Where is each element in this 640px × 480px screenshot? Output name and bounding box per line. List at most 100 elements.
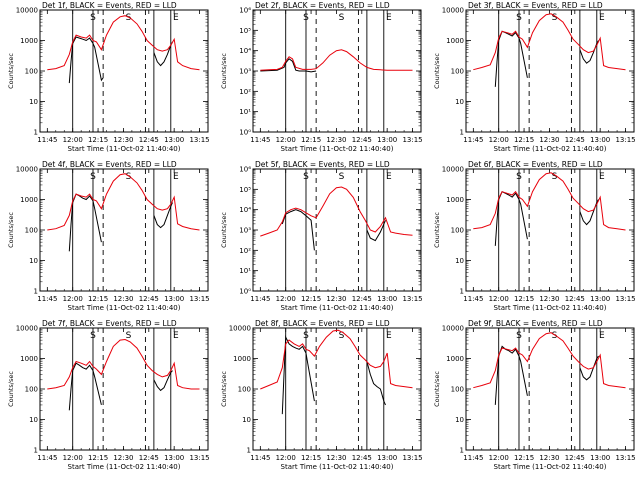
flag-label: S xyxy=(552,13,558,23)
flag-label: S xyxy=(90,172,96,182)
x-axis-label: Start Time (11-Oct-02 11:40:40) xyxy=(281,145,394,153)
series-events-line xyxy=(68,193,102,252)
series-lld-line xyxy=(47,15,200,71)
y-tick-label: 10⁵ xyxy=(239,186,251,194)
panel-det-3: Det 3f, BLACK = Events, RED = LLD 11:45 12… xyxy=(433,1,636,153)
x-axis-label: Start Time (11-Oct-02 11:40:40) xyxy=(494,463,607,471)
series-events-line xyxy=(579,40,599,64)
y-tick-label: 10000 xyxy=(16,7,38,15)
y-tick-label: 1000 xyxy=(446,196,464,204)
x-tick-label: 13:00 xyxy=(590,136,610,144)
series-lld-line xyxy=(260,329,413,390)
flag-label: E xyxy=(386,13,392,23)
panel-title: Det 4f, BLACK = Events, RED = LLD xyxy=(42,160,177,169)
y-axis-label: Counts/sec xyxy=(220,371,228,407)
x-tick-label: 11:45 xyxy=(250,454,270,462)
x-tick-label: 11:45 xyxy=(463,136,483,144)
y-tick-label: 10 xyxy=(242,416,251,424)
y-tick-label: 10000 xyxy=(16,325,38,333)
y-axis-label: Counts/sec xyxy=(433,371,441,407)
panel-title: Det 1f, BLACK = Events, RED = LLD xyxy=(42,1,177,10)
x-axis-label: Start Time (11-Oct-02 11:40:40) xyxy=(281,463,394,471)
flag-label: E xyxy=(386,331,392,341)
y-tick-label: 100 xyxy=(451,386,464,394)
x-tick-label: 12:15 xyxy=(88,295,108,303)
x-tick-label: 12:30 xyxy=(539,454,559,462)
x-tick-label: 12:00 xyxy=(63,295,83,303)
x-tick-label: 12:00 xyxy=(276,454,296,462)
panel-title: Det 9f, BLACK = Events, RED = LLD xyxy=(468,319,603,328)
y-tick-label: 100 xyxy=(25,386,38,394)
x-tick-label: 11:45 xyxy=(37,454,57,462)
x-tick-label: 12:30 xyxy=(326,295,346,303)
y-tick-label: 100 xyxy=(451,227,464,235)
panel-det-1: Det 1f, BLACK = Events, RED = LLD 11:45 12… xyxy=(7,1,210,153)
x-tick-label: 11:45 xyxy=(37,136,57,144)
series-events-line xyxy=(366,220,386,242)
y-axis-label: Counts/sec xyxy=(433,212,441,248)
y-tick-label: 1000 xyxy=(20,196,38,204)
flag-label: S xyxy=(516,331,522,341)
x-tick-label: 12:00 xyxy=(276,295,296,303)
panel-title: Det 3f, BLACK = Events, RED = LLD xyxy=(468,1,603,10)
flag-label: E xyxy=(599,13,605,23)
y-tick-label: 10 xyxy=(29,257,38,265)
series-events-line xyxy=(494,191,528,246)
flag-label: E xyxy=(173,172,179,182)
x-tick-label: 12:00 xyxy=(489,295,509,303)
flag-label: S xyxy=(126,13,132,23)
y-tick-label: 10⁴ xyxy=(239,206,251,214)
x-tick-label: 12:15 xyxy=(88,136,108,144)
x-tick-label: 12:30 xyxy=(113,136,133,144)
x-tick-label: 11:45 xyxy=(463,295,483,303)
y-tick-label: 1000 xyxy=(446,355,464,363)
flag-label: S xyxy=(126,331,132,341)
x-tick-label: 12:15 xyxy=(514,136,534,144)
flag-label: E xyxy=(173,13,179,23)
x-axis-label: Start Time (11-Oct-02 11:40:40) xyxy=(68,304,181,312)
y-tick-label: 1 xyxy=(34,288,38,296)
x-tick-label: 12:15 xyxy=(301,136,321,144)
series-lld-line xyxy=(47,338,200,390)
x-axis-label: Start Time (11-Oct-02 11:40:40) xyxy=(68,463,181,471)
y-tick-label: 10 xyxy=(455,257,464,265)
x-tick-label: 13:00 xyxy=(164,136,184,144)
panel-det-9: Det 9f, BLACK = Events, RED = LLD 11:45 12… xyxy=(433,319,636,471)
x-tick-label: 12:45 xyxy=(565,454,585,462)
x-tick-label: 13:15 xyxy=(189,454,209,462)
y-tick-label: 10⁶ xyxy=(239,166,251,174)
y-tick-label: 10⁰ xyxy=(239,288,251,296)
y-tick-label: 1 xyxy=(247,447,251,455)
x-tick-label: 12:15 xyxy=(514,295,534,303)
y-tick-label: 1 xyxy=(34,447,38,455)
panel-det-6: Det 6f, BLACK = Events, RED = LLD 11:45 12… xyxy=(433,160,636,312)
panel-det-7: Det 7f, BLACK = Events, RED = LLD 11:45 12… xyxy=(7,319,210,471)
x-tick-label: 13:00 xyxy=(377,454,397,462)
series-events-line xyxy=(494,345,528,405)
y-tick-label: 1000 xyxy=(233,355,251,363)
panel-title: Det 8f, BLACK = Events, RED = LLD xyxy=(255,319,390,328)
x-tick-label: 13:00 xyxy=(164,454,184,462)
y-tick-label: 100 xyxy=(25,68,38,76)
panel-det-5: Det 5f, BLACK = Events, RED = LLD 11:45 12… xyxy=(220,160,423,312)
y-tick-label: 10 xyxy=(455,416,464,424)
flag-label: E xyxy=(599,172,605,182)
x-tick-label: 12:30 xyxy=(113,295,133,303)
series-events-line xyxy=(494,30,528,87)
y-tick-label: 1 xyxy=(34,129,38,137)
x-tick-label: 13:00 xyxy=(377,136,397,144)
x-axis-label: Start Time (11-Oct-02 11:40:40) xyxy=(494,145,607,153)
y-tick-label: 10000 xyxy=(442,7,464,15)
x-tick-label: 13:00 xyxy=(164,295,184,303)
flag-label: S xyxy=(303,13,309,23)
x-tick-label: 12:00 xyxy=(63,454,83,462)
y-tick-label: 100 xyxy=(25,227,38,235)
flag-label: S xyxy=(339,172,345,182)
x-tick-label: 11:45 xyxy=(463,454,483,462)
x-tick-label: 13:00 xyxy=(377,295,397,303)
flag-label: S xyxy=(303,331,309,341)
y-axis-label: Counts/sec xyxy=(7,53,15,89)
y-tick-label: 1000 xyxy=(446,37,464,45)
y-axis-label: Counts/sec xyxy=(220,212,228,248)
